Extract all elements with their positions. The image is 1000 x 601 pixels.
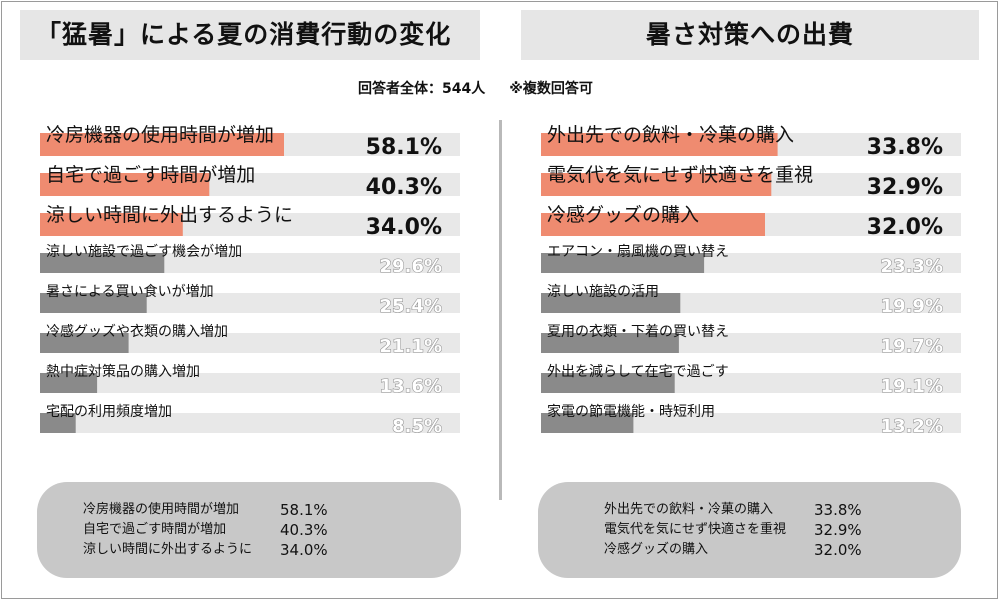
category-label: 涼しい施設で過ごす機会が増加: [46, 244, 242, 260]
summary-value: 32.9%: [814, 521, 862, 539]
summary-label: 自宅で過ごす時間が増加: [83, 522, 227, 537]
value-label: 19.9%: [881, 296, 943, 317]
summary-row: 涼しい時間に外出するように 34.0%: [83, 540, 328, 560]
bar-track: [40, 373, 460, 393]
category-label: 家電の節電機能・時短利用: [547, 403, 715, 420]
summary-label: 涼しい時間に外出するように: [83, 542, 253, 557]
category-label: 涼しい施設の活用: [547, 284, 659, 300]
summary-value: 34.0%: [280, 541, 328, 559]
value-label: 58.1%: [366, 135, 442, 160]
summary-row: 外出先での飲料・冷菓の購入 33.8%: [604, 500, 862, 520]
bar: [40, 373, 98, 393]
value-label: 21.1%: [380, 336, 442, 357]
bar: [541, 133, 778, 156]
multiple-answers-note: ※複数回答可: [509, 81, 593, 97]
summary-row: 冷感グッズの購入 32.0%: [604, 540, 862, 560]
summary-label: 冷感グッズの購入: [604, 542, 709, 557]
left-chart-title: 「猛暑」による夏の消費行動の変化: [36, 20, 452, 49]
bar: [541, 253, 705, 273]
value-label: 8.5%: [392, 416, 442, 437]
bar: [541, 213, 765, 236]
value-label: 32.0%: [867, 215, 943, 240]
category-label: 夏用の衣類・下着の買い替え: [547, 324, 729, 340]
bar: [40, 213, 183, 236]
bar: [541, 373, 675, 393]
bar: [541, 413, 634, 433]
right-chart-title: 暑さ対策への出費: [645, 20, 854, 49]
left-chart-svg: 冷房機器の使用時間が増加 58.1% 自宅で過ごす時間が増加 40.3% 涼しい時間に外…: [40, 124, 460, 438]
category-label: 冷房機器の使用時間が増加: [46, 124, 274, 146]
category-label: 冷感グッズや衣類の購入増加: [46, 323, 228, 340]
summary-label: 冷房機器の使用時間が増加: [83, 502, 240, 517]
bar: [40, 413, 76, 433]
category-label: 熱中症対策品の購入増加: [46, 363, 200, 380]
category-label: エアコン・扇風機の買い替え: [547, 244, 729, 260]
summary-value: 40.3%: [280, 521, 328, 539]
left-bar-chart: 冷房機器の使用時間が増加 58.1% 自宅で過ごす時間が増加 40.3% 涼しい時間に外…: [40, 118, 460, 448]
value-label: 25.4%: [380, 296, 442, 317]
category-label: 自宅で過ごす時間が増加: [46, 164, 255, 186]
left-title-band: 「猛暑」による夏の消費行動の変化: [20, 10, 480, 60]
bar: [40, 253, 165, 273]
bar-track: [40, 413, 460, 433]
category-label: 涼しい時間に外出するように: [46, 204, 293, 226]
value-label: 23.3%: [881, 256, 943, 277]
right-summary-box: 外出先での飲料・冷菓の購入 33.8% 電気代を気にせず快適さを重視 32.9%…: [538, 482, 961, 578]
respondents-line: 回答者全体：544人 ※複数回答可: [358, 78, 593, 98]
value-label: 13.2%: [881, 416, 943, 437]
bar: [40, 333, 129, 353]
category-label: 冷感グッズの購入: [547, 204, 699, 226]
category-label: 暑さによる買い食いが増加: [46, 283, 214, 300]
summary-label: 外出先での飲料・冷菓の購入: [604, 502, 774, 517]
value-label: 13.6%: [380, 376, 442, 397]
right-bar-chart: 外出先での飲料・冷菓の購入 33.8% 電気代を気にせず快適さを重視 32.9% 冷感グ…: [541, 118, 961, 448]
left-summary-table: 冷房機器の使用時間が増加 58.1% 自宅で過ごす時間が増加 40.3% 涼しい…: [83, 500, 328, 560]
category-label: 外出を減らして在宅で過ごす: [547, 363, 729, 380]
right-title-band: 暑さ対策への出費: [521, 10, 979, 60]
bar-track: [541, 413, 961, 433]
value-label: 19.1%: [881, 376, 943, 397]
right-chart-svg: 外出先での飲料・冷菓の購入 33.8% 電気代を気にせず快適さを重視 32.9% 冷感グ…: [541, 124, 961, 438]
summary-label: 電気代を気にせず快適さを重視: [604, 522, 787, 537]
summary-row: 電気代を気にせず快適さを重視 32.9%: [604, 520, 862, 540]
bar: [541, 333, 679, 353]
bar: [40, 133, 284, 156]
value-label: 19.7%: [881, 336, 943, 357]
value-label: 34.0%: [366, 215, 442, 240]
summary-value: 58.1%: [280, 501, 328, 519]
summary-value: 32.0%: [814, 541, 862, 559]
center-divider: [499, 120, 502, 500]
respondents-count: 回答者全体：544人: [358, 81, 486, 97]
value-label: 40.3%: [366, 175, 442, 200]
bar: [541, 293, 681, 313]
right-summary-table: 外出先での飲料・冷菓の購入 33.8% 電気代を気にせず快適さを重視 32.9%…: [604, 500, 862, 560]
bar: [40, 293, 147, 313]
summary-row: 冷房機器の使用時間が増加 58.1%: [83, 500, 328, 520]
bar: [541, 173, 772, 196]
category-label: 外出先での飲料・冷菓の購入: [547, 124, 794, 146]
left-summary-box: 冷房機器の使用時間が増加 58.1% 自宅で過ごす時間が増加 40.3% 涼しい…: [37, 482, 461, 578]
category-label: 宅配の利用頻度増加: [46, 404, 172, 420]
category-label: 電気代を気にせず快適さを重視: [547, 164, 813, 186]
bar: [40, 173, 210, 196]
summary-row: 自宅で過ごす時間が増加 40.3%: [83, 520, 328, 540]
summary-value: 33.8%: [814, 501, 862, 519]
bar-track: [40, 333, 460, 353]
value-label: 29.6%: [380, 256, 442, 277]
value-label: 33.8%: [867, 135, 943, 160]
value-label: 32.9%: [867, 175, 943, 200]
